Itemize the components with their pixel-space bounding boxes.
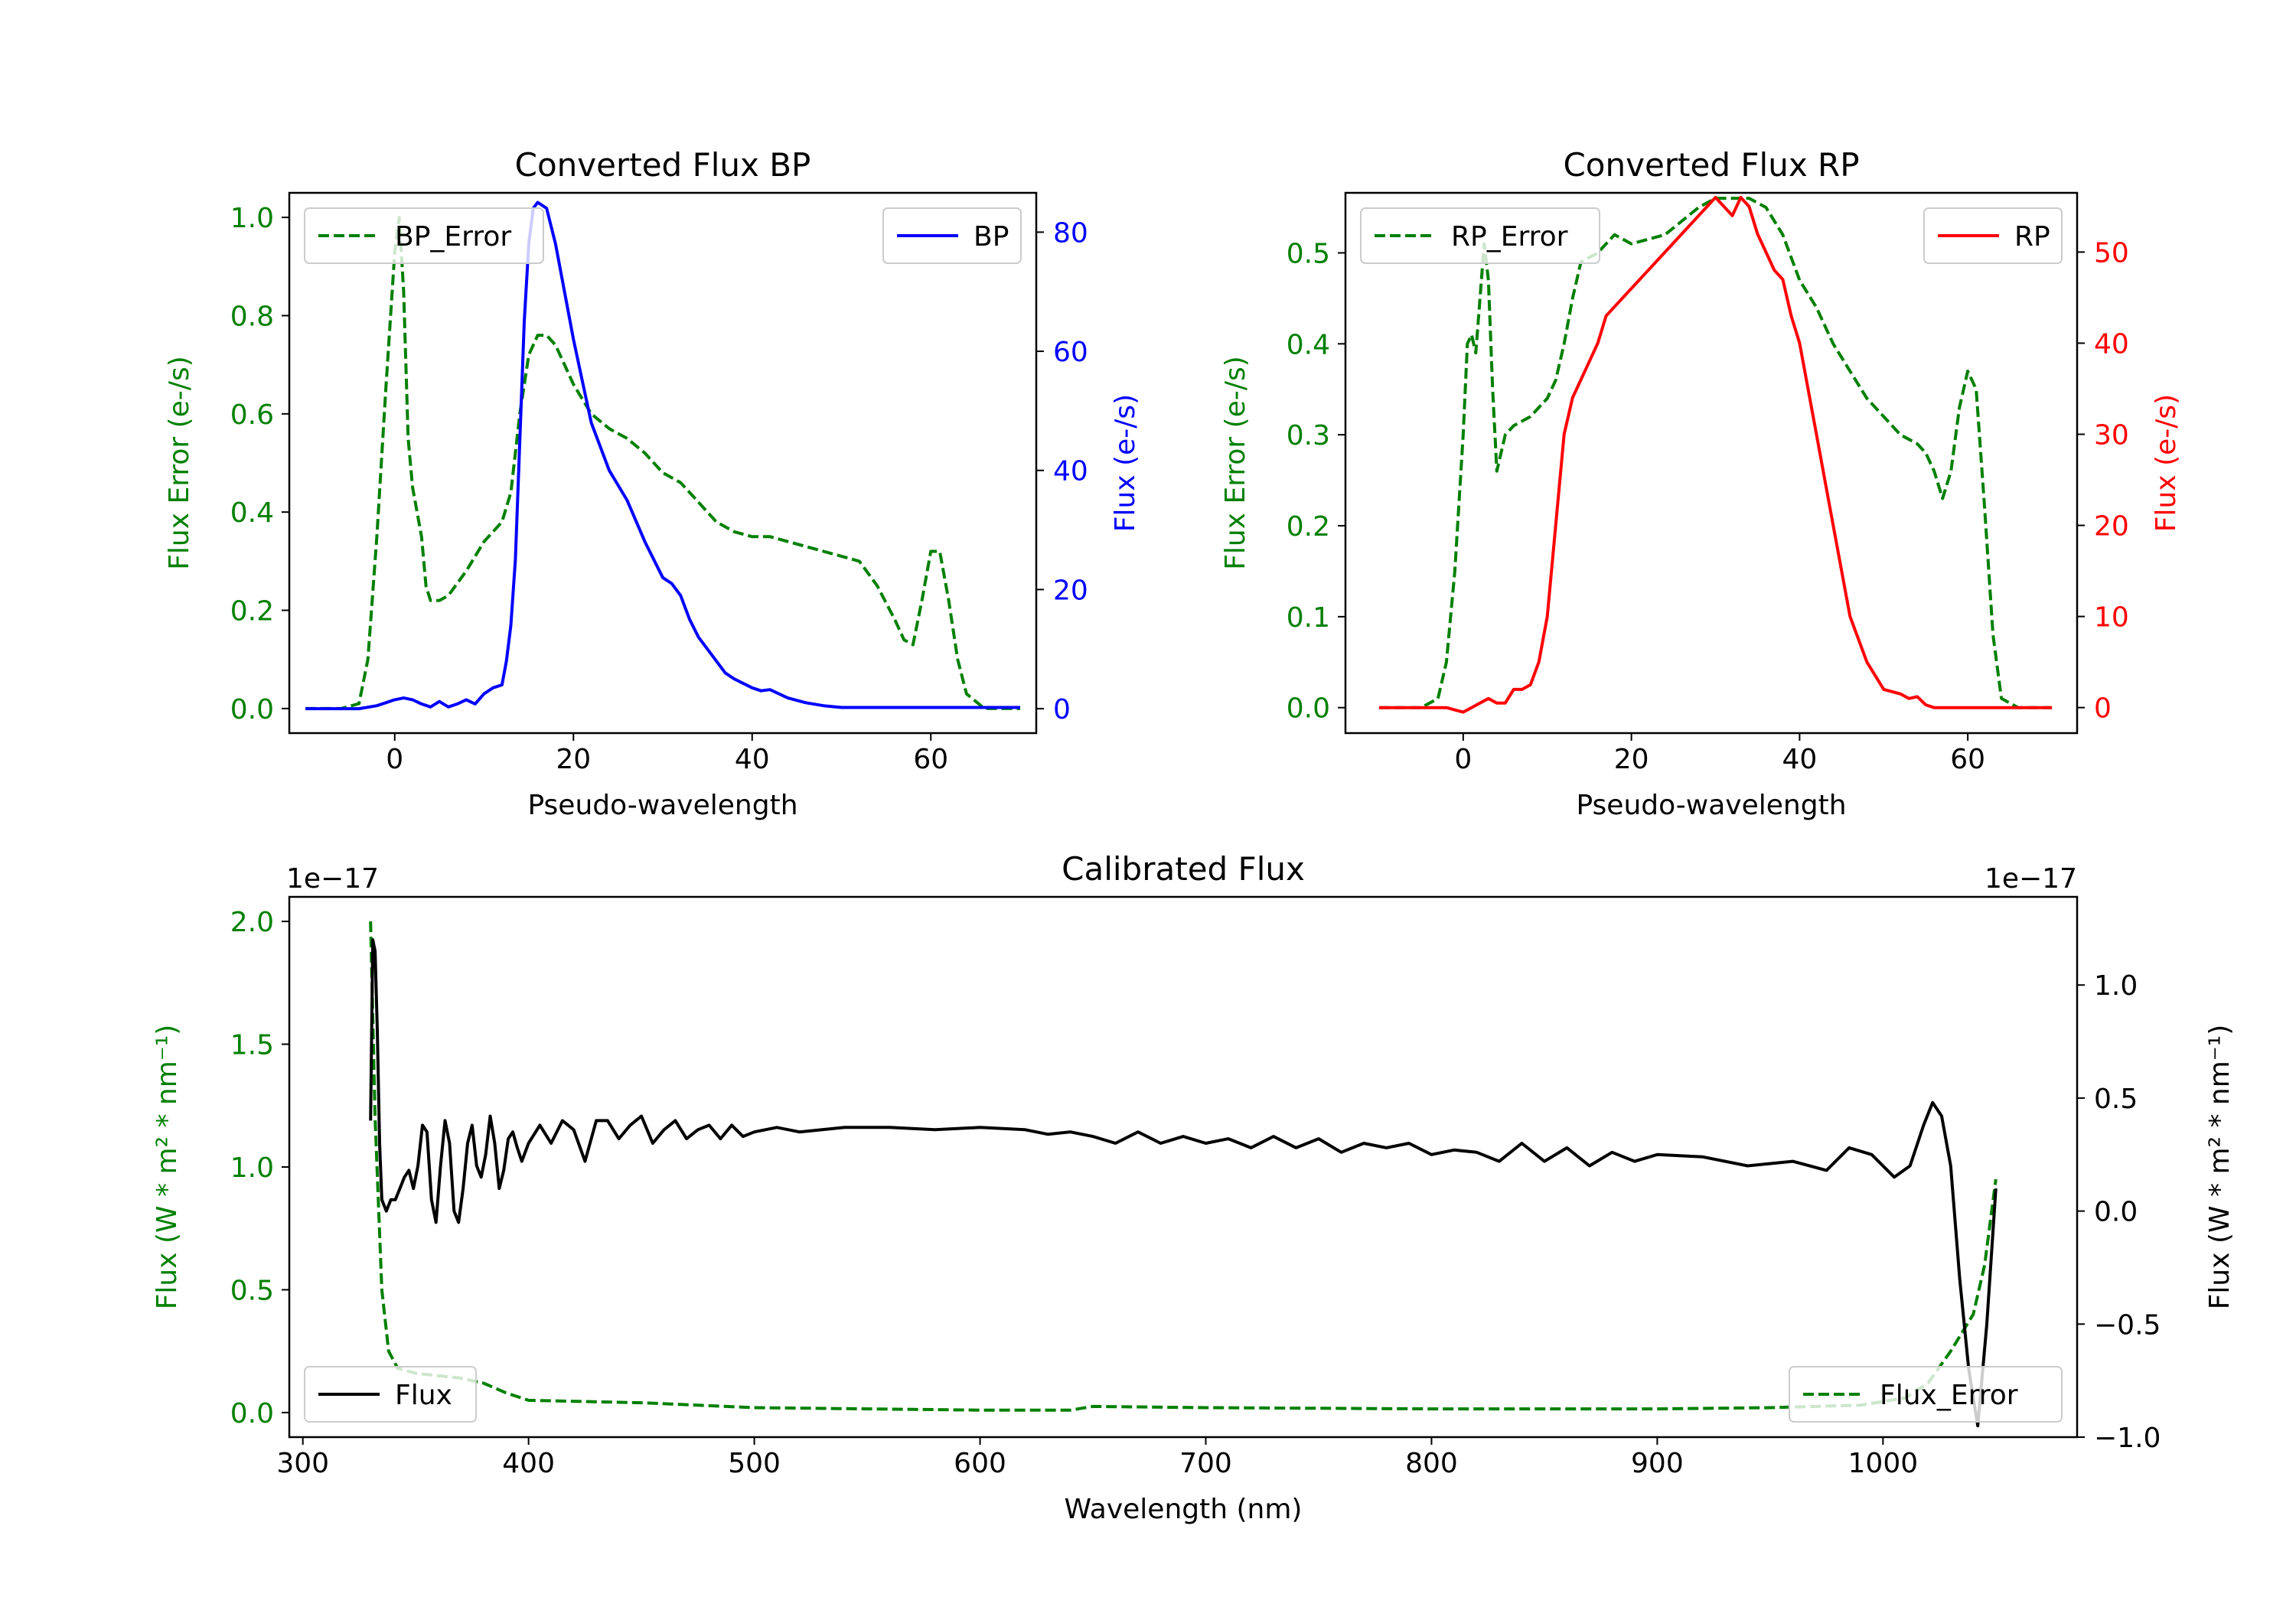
cal-xtick-label: 900	[1631, 1448, 1684, 1479]
bp-ytick-left-label: 0.2	[230, 596, 274, 627]
cal-ytick-left-label: 1.0	[230, 1152, 274, 1184]
cal-offset-left: 1e−17	[286, 863, 379, 895]
cal-xtick-label: 1000	[1848, 1448, 1919, 1479]
bp-ytick-left-label: 0.6	[230, 399, 274, 431]
cal-xtick-label: 500	[728, 1448, 781, 1479]
rp-xtick-label: 20	[1614, 744, 1649, 775]
cal-xlabel: Wavelength (nm)	[1065, 1494, 1303, 1525]
cal-ytick-left-label: 2.0	[230, 907, 274, 938]
cal-xtick-label: 300	[276, 1448, 329, 1479]
bp-xlabel: Pseudo-wavelength	[527, 790, 797, 821]
bp-legend-bp: BP	[882, 207, 1022, 264]
rp-ytick-right-label: 30	[2094, 419, 2129, 451]
cal-ytick-right-label: 0.0	[2094, 1197, 2138, 1228]
bp-series-bp-error	[305, 216, 1020, 710]
cal-title: Calibrated Flux	[1062, 850, 1305, 888]
legend-box	[304, 207, 544, 264]
bp-title: Converted Flux BP	[515, 146, 811, 184]
rp-ytick-right-label: 0	[2094, 693, 2112, 725]
bp-xtick-label: 40	[735, 744, 770, 775]
bp-xtick-label: 20	[556, 744, 591, 775]
rp-ylabel-right: Flux (e-/s)	[2151, 394, 2182, 532]
cal-ytick-right-label: −1.0	[2094, 1423, 2161, 1454]
bp-chart: Converted Flux BP 0 20 40 60 Pseudo-wavelengt…	[164, 146, 1141, 821]
bp-legend-bp-error: BP_Error	[304, 207, 544, 264]
bp-xtick-label: 60	[913, 744, 948, 775]
bp-ytick-right-label: 40	[1053, 456, 1088, 487]
cal-ytick-right-label: 0.5	[2094, 1084, 2138, 1115]
rp-ytick-left-label: 0.1	[1287, 602, 1330, 634]
bp-xtick-label: 0	[386, 744, 403, 775]
cal-ytick-right-label: 1.0	[2094, 970, 2138, 1002]
rp-legend-rp-error: RP_Error	[1360, 207, 1600, 264]
rp-legend-rp: RP	[1923, 207, 2063, 264]
legend-label: BP	[974, 221, 1009, 253]
rp-ytick-left-label: 0.5	[1287, 238, 1330, 269]
cal-ytick-left-label: 0.5	[230, 1275, 274, 1306]
rp-ytick-right-label: 20	[2094, 511, 2129, 543]
cal-offset-right: 1e−17	[1985, 863, 2077, 895]
legend-box	[1360, 207, 1600, 264]
rp-ylabel-left: Flux Error (e-/s)	[1220, 356, 1251, 570]
cal-ytick-left-label: 0.0	[230, 1398, 274, 1429]
cal-legend-flux-error: Flux_Error	[1789, 1366, 2063, 1423]
rp-chart: Converted Flux RP 0 20 40 60 Pseudo-wavelengt…	[1220, 146, 2182, 821]
bp-ytick-right-label: 60	[1053, 337, 1088, 368]
bp-ytick-left-label: 1.0	[230, 203, 274, 234]
cal-xtick-label: 400	[502, 1448, 555, 1479]
bp-ytick-left-label: 0.4	[230, 497, 274, 529]
bp-ylabel-left: Flux Error (e-/s)	[164, 356, 195, 570]
legend-box	[304, 1366, 477, 1423]
legend-label: BP_Error	[395, 221, 511, 253]
cal-xtick-label: 600	[954, 1448, 1006, 1479]
bp-ytick-right-label: 20	[1053, 575, 1088, 606]
rp-series-rp	[1379, 196, 2052, 714]
cal-xtick-label: 700	[1179, 1448, 1232, 1479]
legend-box	[1789, 1366, 2063, 1423]
rp-xtick-label: 0	[1454, 744, 1472, 775]
cal-xtick-label: 800	[1405, 1448, 1458, 1479]
rp-series-rp-error	[1379, 197, 2052, 709]
rp-ytick-right-label: 50	[2094, 237, 2129, 269]
cal-ylabel-left: Flux (W * m² * nm⁻¹)	[152, 1025, 183, 1310]
charts-container: Converted Flux BP 0 20 40 60 Pseudo-wavelengt…	[152, 146, 2236, 1525]
bp-ylabel-right: Flux (e-/s)	[1110, 394, 1141, 532]
rp-ytick-right-label: 40	[2094, 328, 2129, 360]
cal-ylabel-right: Flux (W * m² * nm⁻¹)	[2204, 1025, 2236, 1310]
cal-chart: Calibrated Flux 300 400 500 600 700 800 900 1000…	[152, 850, 2236, 1525]
rp-xtick-label: 40	[1782, 744, 1817, 775]
rp-ytick-right-label: 10	[2094, 602, 2129, 634]
cal-ytick-right-label: −0.5	[2094, 1309, 2161, 1341]
bp-ytick-left-label: 0.8	[230, 301, 274, 332]
bp-ytick-right-label: 80	[1053, 217, 1088, 249]
legend-label: Flux_Error	[1880, 1380, 2018, 1411]
rp-ytick-left-label: 0.0	[1287, 693, 1330, 725]
bp-ytick-left-label: 0.0	[230, 694, 274, 725]
rp-xlabel: Pseudo-wavelength	[1576, 790, 1846, 821]
cal-ytick-left-label: 1.5	[230, 1030, 274, 1061]
cal-legend-flux: Flux	[304, 1366, 477, 1423]
legend-label: Flux	[395, 1380, 452, 1411]
rp-title: Converted Flux RP	[1563, 146, 1859, 184]
rp-axes-frame	[1344, 191, 2079, 735]
bp-series-bp	[305, 200, 1020, 711]
rp-xtick-label: 60	[1950, 744, 1985, 775]
rp-ytick-left-label: 0.3	[1287, 420, 1330, 451]
bp-ytick-right-label: 0	[1053, 694, 1071, 725]
cal-series-flux	[369, 938, 1998, 1428]
rp-ytick-left-label: 0.4	[1287, 329, 1330, 360]
legend-label: RP_Error	[1451, 221, 1568, 253]
legend-label: RP	[2014, 221, 2050, 253]
bp-axes-frame	[288, 191, 1038, 735]
rp-ytick-left-label: 0.2	[1287, 511, 1330, 543]
